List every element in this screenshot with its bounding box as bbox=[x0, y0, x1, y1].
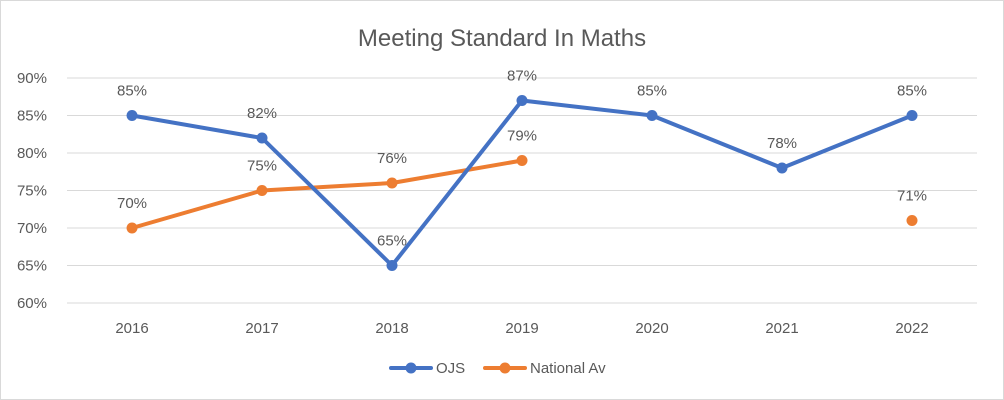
legend-label: National Av bbox=[530, 360, 606, 377]
data-point bbox=[516, 155, 528, 166]
legend-label: OJS bbox=[436, 360, 465, 377]
x-tick-label: 2021 bbox=[765, 320, 798, 337]
y-axis-tick-labels: 60% 65% 70% 75% 80% 85% 90% bbox=[17, 70, 47, 312]
x-tick-label: 2018 bbox=[375, 320, 408, 337]
series-national-av bbox=[126, 155, 918, 234]
gridlines bbox=[67, 77, 977, 304]
series-line bbox=[130, 158, 524, 230]
data-label: 70% bbox=[117, 195, 147, 212]
x-tick-label: 2017 bbox=[245, 320, 278, 337]
data-point bbox=[386, 260, 398, 271]
data-labels: 85% 82% 65% 87% 85% 78% 85% 70% 75% 76% 79% 71% bbox=[117, 68, 927, 250]
y-tick-label: 90% bbox=[17, 70, 47, 87]
data-point bbox=[906, 215, 918, 226]
chart-title: Meeting Standard In Maths bbox=[358, 25, 646, 52]
data-label: 76% bbox=[377, 150, 407, 167]
data-label: 79% bbox=[507, 128, 537, 145]
data-point bbox=[516, 95, 528, 106]
data-point bbox=[646, 110, 658, 121]
x-tick-label: 2022 bbox=[895, 320, 928, 337]
x-axis-tick-labels: 2016 2017 2018 2019 2020 2021 2022 bbox=[115, 320, 928, 337]
series-line bbox=[130, 98, 914, 268]
data-point bbox=[256, 132, 268, 144]
y-tick-label: 70% bbox=[17, 220, 47, 237]
y-tick-label: 85% bbox=[17, 108, 47, 125]
y-tick-label: 60% bbox=[17, 295, 47, 312]
data-point bbox=[386, 177, 398, 189]
y-tick-label: 80% bbox=[17, 145, 47, 162]
data-point bbox=[126, 110, 138, 121]
series-layer bbox=[126, 95, 918, 271]
data-point bbox=[126, 222, 138, 234]
legend-item: OJS bbox=[389, 360, 465, 377]
data-point bbox=[906, 110, 918, 121]
data-label: 87% bbox=[507, 68, 537, 85]
x-tick-label: 2020 bbox=[635, 320, 668, 337]
data-label: 75% bbox=[247, 158, 277, 175]
y-tick-label: 75% bbox=[17, 183, 47, 200]
data-label: 85% bbox=[117, 83, 147, 100]
legend-swatch-marker bbox=[499, 362, 511, 374]
legend-item: National Av bbox=[483, 360, 606, 377]
series-ojs bbox=[126, 95, 918, 271]
legend: OJS National Av bbox=[389, 360, 606, 377]
data-label: 65% bbox=[377, 233, 407, 250]
data-label: 82% bbox=[247, 105, 277, 122]
data-label: 78% bbox=[767, 135, 797, 152]
y-tick-label: 65% bbox=[17, 258, 47, 275]
data-point bbox=[256, 185, 268, 196]
x-tick-label: 2019 bbox=[505, 320, 538, 337]
data-label: 71% bbox=[897, 188, 927, 205]
data-label: 85% bbox=[637, 83, 667, 100]
data-label: 85% bbox=[897, 83, 927, 100]
legend-swatch-marker bbox=[405, 362, 417, 374]
x-tick-label: 2016 bbox=[115, 320, 148, 337]
data-point bbox=[776, 162, 788, 174]
